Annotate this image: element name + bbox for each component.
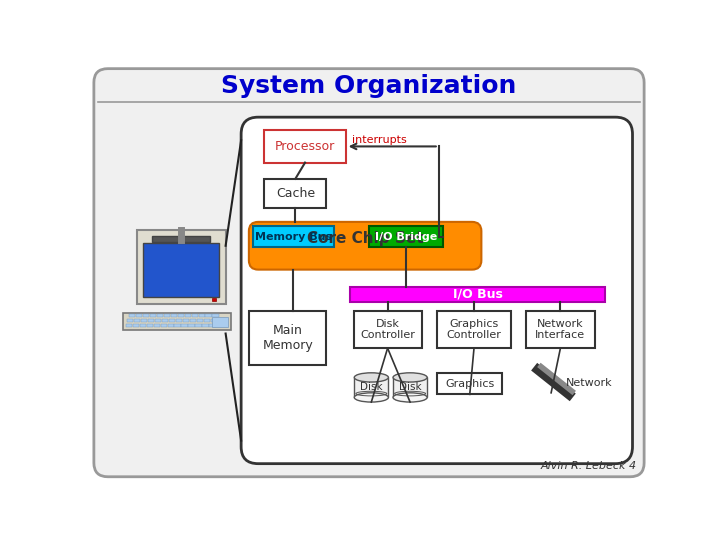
FancyBboxPatch shape bbox=[140, 323, 145, 327]
FancyBboxPatch shape bbox=[147, 323, 153, 327]
FancyBboxPatch shape bbox=[141, 319, 148, 322]
FancyBboxPatch shape bbox=[168, 323, 174, 327]
FancyBboxPatch shape bbox=[169, 319, 175, 322]
FancyBboxPatch shape bbox=[212, 314, 219, 318]
FancyBboxPatch shape bbox=[161, 323, 167, 327]
Text: Network
Interface: Network Interface bbox=[536, 319, 585, 341]
FancyBboxPatch shape bbox=[153, 323, 160, 327]
FancyBboxPatch shape bbox=[129, 314, 135, 318]
FancyBboxPatch shape bbox=[178, 314, 184, 318]
FancyBboxPatch shape bbox=[189, 323, 194, 327]
FancyBboxPatch shape bbox=[163, 314, 170, 318]
Text: Alvin R. Lebeck 4: Alvin R. Lebeck 4 bbox=[540, 461, 636, 471]
Ellipse shape bbox=[393, 393, 427, 402]
FancyBboxPatch shape bbox=[437, 311, 510, 348]
FancyBboxPatch shape bbox=[249, 222, 482, 269]
Text: Network: Network bbox=[566, 378, 613, 388]
Text: Core Chip Set: Core Chip Set bbox=[307, 231, 423, 246]
FancyBboxPatch shape bbox=[354, 311, 422, 348]
FancyBboxPatch shape bbox=[437, 373, 503, 394]
Text: I/O Bridge: I/O Bridge bbox=[374, 232, 437, 241]
FancyBboxPatch shape bbox=[174, 323, 181, 327]
FancyBboxPatch shape bbox=[155, 319, 161, 322]
FancyBboxPatch shape bbox=[94, 69, 644, 477]
Text: Disk: Disk bbox=[399, 382, 421, 393]
Text: Disk
Controller: Disk Controller bbox=[360, 319, 415, 341]
FancyBboxPatch shape bbox=[205, 314, 212, 318]
Text: Graphics
Controller: Graphics Controller bbox=[446, 319, 501, 341]
Text: Cache: Cache bbox=[276, 187, 315, 200]
FancyBboxPatch shape bbox=[210, 323, 215, 327]
FancyBboxPatch shape bbox=[171, 314, 177, 318]
Text: Memory Bus: Memory Bus bbox=[255, 232, 332, 241]
Text: I/O Bus: I/O Bus bbox=[453, 288, 503, 301]
FancyBboxPatch shape bbox=[241, 117, 632, 464]
FancyBboxPatch shape bbox=[204, 319, 210, 322]
FancyBboxPatch shape bbox=[253, 226, 334, 247]
FancyBboxPatch shape bbox=[199, 314, 204, 318]
Ellipse shape bbox=[354, 373, 388, 382]
FancyBboxPatch shape bbox=[150, 314, 156, 318]
FancyBboxPatch shape bbox=[184, 314, 191, 318]
FancyBboxPatch shape bbox=[195, 323, 202, 327]
FancyBboxPatch shape bbox=[134, 319, 140, 322]
Polygon shape bbox=[354, 377, 388, 397]
FancyBboxPatch shape bbox=[176, 319, 182, 322]
FancyBboxPatch shape bbox=[350, 287, 606, 302]
FancyBboxPatch shape bbox=[212, 316, 228, 327]
Text: Main
Memory: Main Memory bbox=[262, 324, 313, 352]
FancyBboxPatch shape bbox=[152, 236, 210, 242]
FancyBboxPatch shape bbox=[132, 323, 139, 327]
FancyBboxPatch shape bbox=[127, 319, 133, 322]
FancyBboxPatch shape bbox=[264, 179, 326, 208]
FancyBboxPatch shape bbox=[183, 319, 189, 322]
FancyBboxPatch shape bbox=[162, 319, 168, 322]
Text: Graphics: Graphics bbox=[445, 379, 495, 389]
Polygon shape bbox=[393, 377, 427, 397]
FancyBboxPatch shape bbox=[526, 311, 595, 348]
FancyBboxPatch shape bbox=[143, 244, 220, 298]
FancyBboxPatch shape bbox=[202, 323, 209, 327]
FancyBboxPatch shape bbox=[126, 323, 132, 327]
FancyBboxPatch shape bbox=[264, 130, 346, 163]
Text: Processor: Processor bbox=[275, 140, 336, 153]
FancyBboxPatch shape bbox=[211, 319, 217, 322]
FancyBboxPatch shape bbox=[249, 311, 326, 365]
FancyBboxPatch shape bbox=[212, 298, 216, 301]
FancyBboxPatch shape bbox=[157, 314, 163, 318]
Ellipse shape bbox=[354, 393, 388, 402]
Ellipse shape bbox=[393, 373, 427, 382]
FancyBboxPatch shape bbox=[181, 323, 188, 327]
Text: System Organization: System Organization bbox=[221, 75, 517, 98]
Text: interrupts: interrupts bbox=[352, 135, 407, 145]
FancyBboxPatch shape bbox=[369, 226, 443, 247]
FancyBboxPatch shape bbox=[143, 314, 149, 318]
FancyBboxPatch shape bbox=[197, 319, 203, 322]
FancyBboxPatch shape bbox=[192, 314, 198, 318]
Text: Disk: Disk bbox=[360, 382, 382, 393]
FancyBboxPatch shape bbox=[137, 231, 225, 303]
FancyBboxPatch shape bbox=[122, 313, 231, 330]
FancyBboxPatch shape bbox=[136, 314, 142, 318]
FancyBboxPatch shape bbox=[148, 319, 154, 322]
FancyBboxPatch shape bbox=[190, 319, 196, 322]
